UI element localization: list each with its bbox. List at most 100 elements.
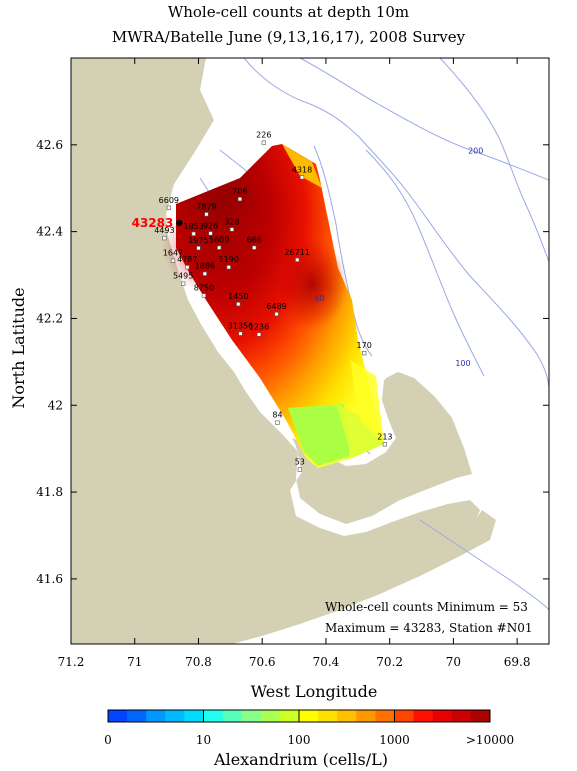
colorbar-swatch (222, 710, 243, 722)
contour-depth-label: 60 (314, 294, 324, 303)
station-marker (252, 245, 257, 250)
map-border (70, 57, 550, 645)
station-value-label: 1975 (188, 236, 208, 245)
x-tick-label: 70.6 (249, 655, 276, 669)
colorbar-label: Alexandrium (cells/L) (213, 750, 388, 769)
map-title: Whole-cell counts at depth 10m (167, 3, 410, 21)
station-value-label: 170 (357, 341, 372, 350)
colorbar-swatch (394, 710, 415, 722)
max-station-label: 43283 (132, 216, 174, 230)
y-axis: 42.6 42.4 42.2 42 41.8 41.6 (36, 138, 549, 586)
contour-labels: 200 100 60 (314, 146, 483, 368)
station-value-label: 666 (247, 236, 262, 245)
station-value-label: 1190 (219, 255, 239, 264)
land-mass (71, 58, 496, 644)
station-value-label: 1886 (195, 262, 215, 271)
x-axis-label: West Longitude (251, 682, 378, 701)
colorbar-swatch (146, 710, 166, 722)
station-value-label: 328 (224, 217, 239, 226)
station-marker (256, 332, 262, 337)
colorbar-ticks: 0 10 100 1000 >10000 (104, 710, 514, 747)
station-value-label: 1853 (184, 222, 204, 231)
colorbar (107, 709, 491, 723)
colorbar-swatch (432, 710, 453, 722)
y-tick-label: 42.4 (36, 225, 63, 239)
station-marker (295, 257, 300, 262)
station-marker (181, 281, 186, 286)
station-value-label: 926 (203, 221, 218, 230)
station-value-label: 5609 (209, 236, 229, 245)
y-tick-label: 41.8 (36, 485, 63, 499)
colorbar-swatch (337, 710, 357, 722)
station-marker (170, 258, 176, 263)
y-tick-label: 42.2 (36, 311, 63, 325)
colorbar-swatch (260, 710, 281, 722)
colorbar-tick-label: >10000 (466, 733, 514, 747)
station-value-label: 53 (295, 458, 305, 467)
station-marker (299, 175, 305, 180)
station-marker (382, 442, 387, 447)
colorbar-tick-label: 1000 (379, 733, 410, 747)
station-marker (261, 140, 266, 145)
station-marker (191, 231, 196, 236)
x-tick-label: 70 (446, 655, 461, 669)
station-value-label: 6609 (159, 196, 179, 205)
colorbar-swatch (184, 710, 204, 722)
station-value-label: 31356 (228, 322, 253, 331)
station-marker (236, 302, 241, 307)
contour-depth-label: 100 (455, 359, 470, 368)
station-value-label: 26711 (285, 248, 310, 257)
station-marker (204, 212, 209, 217)
colorbar-swatch (470, 710, 491, 722)
station-marker (238, 331, 243, 336)
station-value-label: 213 (377, 432, 392, 441)
colorbar-tick-label: 10 (196, 733, 211, 747)
colorbar-swatch (299, 710, 319, 722)
station-value-label: 706 (232, 187, 247, 196)
x-tick-label: 70.4 (313, 655, 340, 669)
station-marker (196, 246, 201, 251)
x-tick-label: 71.2 (58, 655, 85, 669)
colorbar-tick-label: 0 (104, 733, 112, 747)
colorbar-swatch (165, 710, 185, 722)
min-annotation: Whole-cell counts Minimum = 53 (325, 600, 528, 614)
station-value-label: 6489 (266, 302, 286, 311)
y-tick-label: 42.6 (36, 138, 63, 152)
colorbar-swatch (127, 710, 147, 722)
station-value-label: 4787 (177, 255, 197, 264)
station-marker (201, 293, 206, 298)
contour-depth-label: 200 (468, 146, 483, 155)
station-marker (202, 271, 207, 276)
x-tick-label: 70.8 (185, 655, 212, 669)
station-marker (162, 236, 167, 241)
colorbar-swatch (108, 710, 128, 722)
colorbar-swatch (451, 710, 472, 722)
station-value-label: 8750 (194, 283, 214, 292)
station-marker (185, 265, 190, 270)
colorbar-swatch (279, 710, 300, 722)
station-value-label: 1236 (249, 323, 269, 332)
max-annotation: Maximum = 43283, Station #N01 (325, 621, 532, 635)
station-value-label: 1450 (228, 292, 248, 301)
colorbar-swatch (413, 710, 434, 722)
station-value-label: 84 (272, 411, 282, 420)
colorbar-swatch (241, 710, 262, 722)
x-axis: 71.2 71 70.8 70.6 70.4 70.2 70 69.8 (58, 58, 531, 669)
station-value-label: 4318 (292, 165, 312, 174)
station-marker (275, 420, 280, 425)
station-marker (229, 227, 235, 232)
y-tick-label: 42 (48, 398, 63, 412)
max-station-marker (176, 219, 183, 227)
station-value-label: 4493 (154, 226, 174, 235)
x-tick-label: 69.8 (504, 655, 531, 669)
x-tick-label: 70.2 (376, 655, 403, 669)
station-marker (362, 351, 367, 356)
station-marker (237, 196, 242, 202)
station-marker (166, 205, 171, 210)
x-tick-label: 71 (127, 655, 142, 669)
colorbar-swatch (375, 710, 395, 722)
colorbar-tick-label: 100 (288, 733, 311, 747)
station-value-label: 1647 (163, 249, 183, 258)
station-value-label: 7879 (196, 202, 216, 211)
